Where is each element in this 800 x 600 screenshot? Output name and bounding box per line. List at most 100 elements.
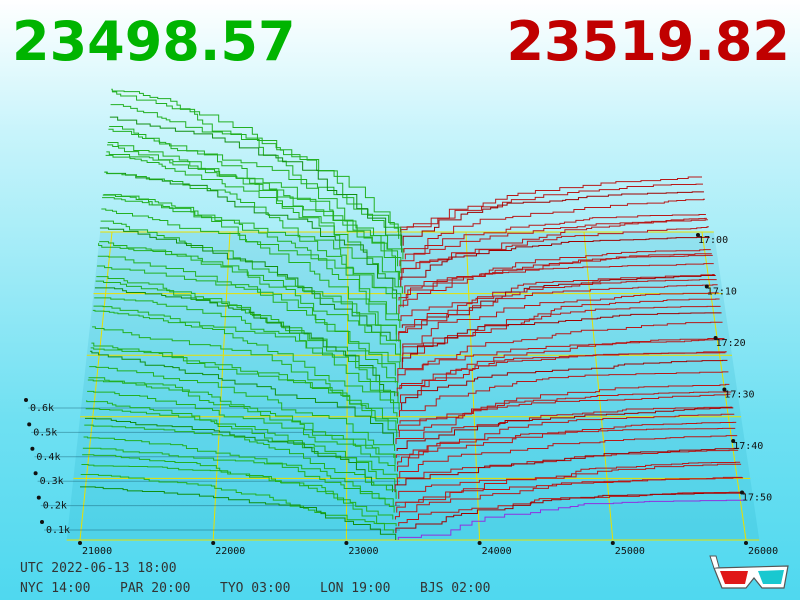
tick-dot [477, 541, 482, 545]
bid-curve [82, 447, 395, 513]
ask-curve [402, 254, 713, 308]
ask-curve [395, 413, 735, 458]
bid-curve [92, 326, 398, 424]
ask-curve [394, 447, 740, 493]
time-label: 17:50 [742, 493, 772, 504]
ask-curve [400, 274, 715, 321]
bid-curve [102, 194, 400, 321]
3d-glasses-icon [709, 555, 789, 589]
tick-dot [696, 233, 700, 237]
ask-curve [402, 292, 719, 349]
tick-dot [610, 541, 615, 545]
bid-curve [103, 194, 398, 315]
ask-curve [402, 305, 721, 363]
bid-curve [91, 342, 397, 431]
bid-curve [82, 454, 394, 520]
bid-curve [86, 400, 398, 479]
time-label: 17:20 [716, 338, 746, 349]
ask-curve [395, 406, 733, 445]
city-time: BJS 02:00 [420, 581, 490, 596]
bid-curve [90, 347, 398, 438]
ask-curve [403, 198, 705, 253]
price-label: 25000 [615, 546, 645, 557]
ask-curve [398, 371, 729, 417]
tick-dot [713, 336, 718, 340]
bid-curve [99, 241, 401, 356]
bid-curve [97, 265, 396, 376]
ask-curve [397, 321, 723, 376]
ask-curve [401, 226, 709, 280]
bid-curve [80, 486, 397, 540]
city-time: LON 19:00 [320, 581, 390, 596]
ask-curve [397, 499, 746, 540]
ask-curve [402, 298, 720, 356]
bid-curve [80, 474, 394, 534]
ask-curve [401, 312, 722, 369]
bid-curve [109, 116, 403, 253]
time-label: 17:30 [724, 390, 754, 401]
ask-curve [398, 263, 714, 315]
bid-curve [104, 171, 398, 301]
bid-curve [89, 350, 394, 445]
ask-curve [399, 435, 738, 479]
city-time: PAR 20:00 [120, 581, 190, 596]
bid-curve [87, 390, 396, 472]
depth-label: 0.2k [43, 501, 67, 512]
ask-curve [397, 427, 736, 465]
grid-line [79, 231, 113, 541]
cyan-lens [758, 570, 784, 584]
price-label: 24000 [482, 546, 512, 557]
ask-curve [398, 391, 732, 438]
grid-line [701, 231, 747, 541]
ask-price: 23519.82 [506, 10, 790, 73]
ask-curve [404, 213, 706, 260]
bid-curve [112, 91, 399, 232]
ask-curve [398, 284, 718, 342]
bid-curve [99, 227, 401, 349]
ask-curve [399, 217, 707, 267]
tick-dot [78, 541, 82, 545]
city-time: NYC 14:00 [20, 581, 90, 596]
depth-label: 0.6k [30, 403, 54, 414]
price-label: 21000 [82, 546, 112, 557]
tick-dot [27, 422, 32, 427]
bid-curve [94, 287, 396, 397]
ask-curve [394, 477, 744, 520]
price-label: 23000 [348, 546, 378, 557]
price-label: 22000 [215, 546, 245, 557]
ask-curve [396, 407, 734, 452]
utc-time: UTC 2022-06-13 18:00 [20, 561, 177, 576]
time-label: 17:40 [733, 441, 763, 452]
bid-curve [110, 104, 402, 246]
tick-dot [704, 284, 709, 289]
ask-curve [402, 219, 708, 274]
time-label: 17:10 [707, 287, 737, 298]
ask-curve [397, 393, 731, 431]
red-lens [720, 571, 748, 584]
ask-curve [395, 492, 746, 534]
ask-curve [396, 476, 743, 513]
bid-curve [81, 463, 397, 527]
bid-curve [94, 297, 399, 404]
bid-curve [95, 280, 398, 390]
bid-curve [101, 208, 397, 335]
bid-curve [102, 197, 401, 328]
tick-dot [33, 471, 38, 476]
ask-curve [398, 279, 717, 335]
tick-dot [731, 439, 736, 443]
tick-dot [740, 490, 744, 495]
bid-curve [111, 88, 400, 239]
tick-dot [40, 520, 44, 524]
bid-curve [106, 151, 399, 287]
ask-curve [400, 183, 703, 239]
city-time: TYO 03:00 [220, 581, 290, 596]
ask-curve [402, 191, 704, 246]
bid-curve [92, 309, 398, 417]
ask-curve [398, 461, 741, 499]
depth-label: 0.3k [40, 476, 64, 487]
bid-curve [84, 417, 393, 493]
bid-curve [104, 171, 402, 308]
bid-curve [107, 142, 402, 274]
ask-curve [397, 421, 737, 472]
